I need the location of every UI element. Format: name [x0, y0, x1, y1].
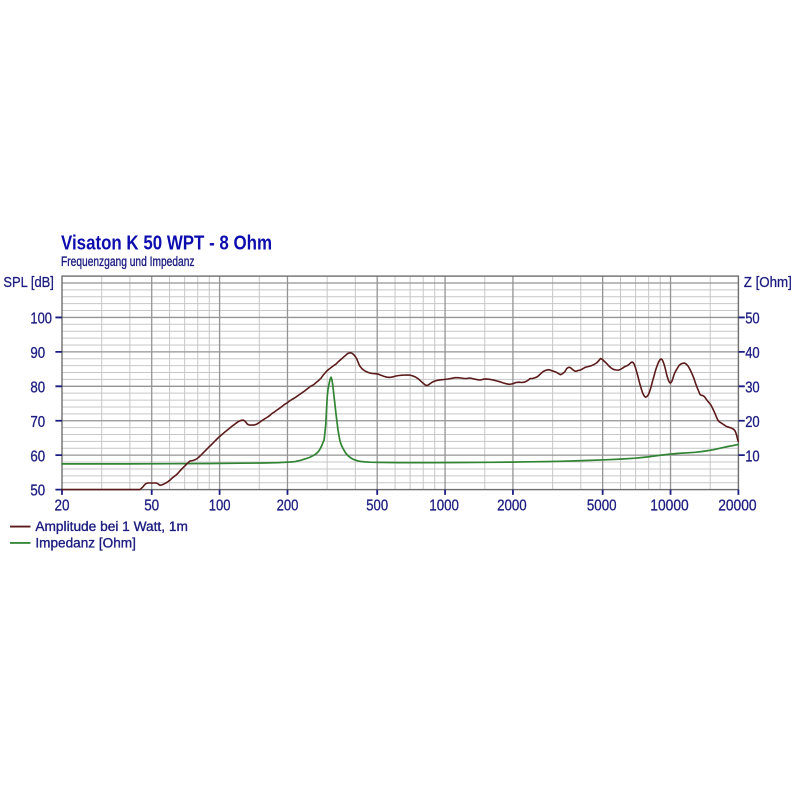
svg-text:Z [Ohm]: Z [Ohm]	[744, 275, 792, 291]
svg-text:30: 30	[745, 379, 760, 396]
svg-text:20000: 20000	[718, 497, 757, 514]
svg-text:50: 50	[30, 483, 45, 500]
svg-text:Visaton K 50 WPT - 8 Ohm: Visaton K 50 WPT - 8 Ohm	[61, 233, 272, 255]
svg-text:50: 50	[745, 311, 760, 328]
svg-text:100: 100	[209, 497, 231, 514]
svg-text:10000: 10000	[650, 497, 689, 514]
svg-text:10: 10	[745, 448, 760, 465]
svg-text:SPL [dB]: SPL [dB]	[3, 275, 54, 291]
svg-text:Amplitude bei 1 Watt, 1m: Amplitude bei 1 Watt, 1m	[35, 519, 188, 534]
svg-text:50: 50	[144, 497, 159, 514]
svg-text:500: 500	[366, 497, 388, 514]
svg-text:100: 100	[30, 311, 52, 328]
svg-text:5000: 5000	[587, 497, 617, 514]
svg-text:20: 20	[55, 497, 70, 514]
svg-text:40: 40	[745, 345, 760, 362]
svg-text:Frequenzgang und Impedanz: Frequenzgang und Impedanz	[61, 254, 195, 269]
svg-text:60: 60	[30, 448, 45, 465]
svg-text:90: 90	[30, 345, 45, 362]
svg-text:20: 20	[745, 414, 760, 431]
svg-text:80: 80	[30, 379, 45, 396]
svg-text:Impedanz [Ohm]: Impedanz [Ohm]	[35, 535, 135, 550]
svg-text:200: 200	[277, 497, 299, 514]
svg-text:2000: 2000	[497, 497, 527, 514]
svg-text:1000: 1000	[429, 497, 459, 514]
svg-text:70: 70	[30, 414, 45, 431]
